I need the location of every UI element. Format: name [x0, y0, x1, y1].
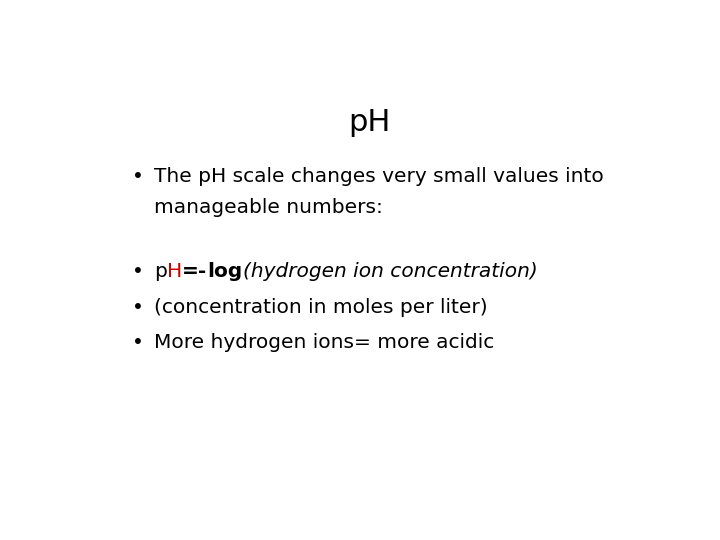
- Text: (hydrogen ion concentration): (hydrogen ion concentration): [243, 262, 538, 281]
- Text: •: •: [132, 298, 144, 316]
- Text: •: •: [132, 262, 144, 281]
- Text: (concentration in moles per liter): (concentration in moles per liter): [154, 298, 487, 316]
- Text: H: H: [167, 262, 182, 281]
- Text: =-: =-: [182, 262, 207, 281]
- Text: manageable numbers:: manageable numbers:: [154, 198, 383, 217]
- Text: More hydrogen ions= more acidic: More hydrogen ions= more acidic: [154, 333, 495, 352]
- Text: pH: pH: [348, 109, 390, 138]
- Text: •: •: [132, 167, 144, 186]
- Text: log: log: [207, 262, 243, 281]
- Text: The pH scale changes very small values into: The pH scale changes very small values i…: [154, 167, 604, 186]
- Text: p: p: [154, 262, 167, 281]
- Text: •: •: [132, 333, 144, 352]
